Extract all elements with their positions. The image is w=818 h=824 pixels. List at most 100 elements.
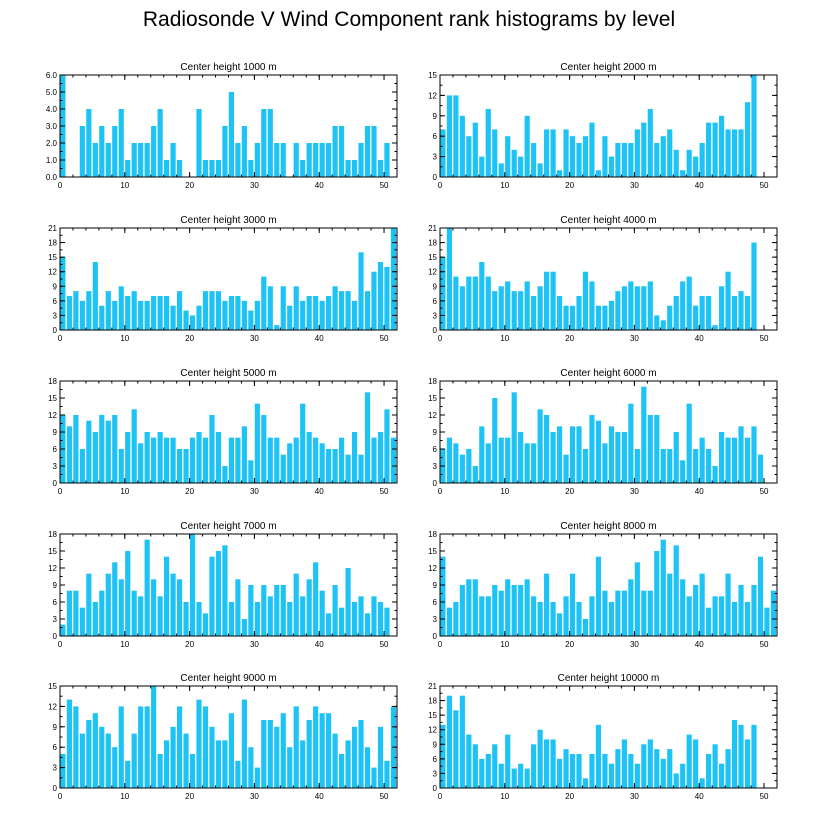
bar xyxy=(86,109,92,177)
x-tick-label: 0 xyxy=(438,640,443,649)
bar xyxy=(712,122,718,177)
bar xyxy=(209,556,215,636)
bar xyxy=(472,122,478,177)
bar xyxy=(731,129,738,177)
y-tick-label: 18 xyxy=(48,377,57,386)
bar xyxy=(261,109,267,177)
bar xyxy=(706,449,712,483)
bar xyxy=(492,744,498,788)
x-tick-label: 10 xyxy=(120,181,129,190)
bar xyxy=(364,392,371,483)
x-tick-label: 40 xyxy=(695,334,704,343)
bar xyxy=(248,160,254,177)
bar xyxy=(615,291,621,330)
bar xyxy=(472,744,478,788)
y-tick-label: 12 xyxy=(48,702,57,711)
bar xyxy=(608,602,614,636)
bar xyxy=(667,305,673,330)
bar xyxy=(99,305,105,330)
bar xyxy=(751,724,757,788)
panel-title: Center height 7000 m xyxy=(180,521,276,532)
y-tick-label: 0.0 xyxy=(46,173,58,182)
bar xyxy=(621,739,627,788)
bar xyxy=(569,305,576,330)
bar xyxy=(151,296,157,330)
bar xyxy=(647,590,653,636)
bar xyxy=(725,129,731,177)
bar xyxy=(261,720,267,788)
bar xyxy=(209,160,215,177)
y-tick-label: 18 xyxy=(428,530,437,539)
bar xyxy=(339,126,345,177)
bar xyxy=(332,449,338,483)
bar xyxy=(293,437,299,483)
bar xyxy=(274,437,280,483)
bar xyxy=(608,300,614,330)
bar xyxy=(183,733,189,788)
x-tick-label: 30 xyxy=(630,487,639,496)
bar xyxy=(531,443,537,483)
x-tick-label: 20 xyxy=(565,792,574,801)
bar xyxy=(589,754,595,788)
y-tick-label: 3 xyxy=(53,311,58,320)
bar xyxy=(176,579,183,636)
y-tick-label: 6 xyxy=(53,598,58,607)
bar xyxy=(602,754,608,788)
bar xyxy=(550,271,556,330)
bar xyxy=(556,613,563,636)
x-tick-label: 50 xyxy=(380,487,389,496)
bar xyxy=(99,126,105,177)
bar xyxy=(261,276,267,330)
x-tick-label: 50 xyxy=(380,334,389,343)
bar xyxy=(621,286,627,330)
bar xyxy=(453,710,459,788)
bar xyxy=(151,126,157,177)
bar xyxy=(472,276,478,330)
bar xyxy=(569,426,576,483)
x-tick-label: 30 xyxy=(250,487,259,496)
y-tick-label: 1.0 xyxy=(46,156,58,165)
bar xyxy=(351,432,358,483)
bar xyxy=(267,596,273,636)
bar xyxy=(79,449,85,483)
bar xyxy=(326,713,332,788)
bar xyxy=(686,403,692,483)
bar xyxy=(440,724,446,788)
bar xyxy=(390,437,397,483)
bar xyxy=(479,262,485,330)
bar xyxy=(254,403,260,483)
bar xyxy=(144,706,150,788)
bar xyxy=(364,747,371,788)
bar xyxy=(157,754,163,788)
x-tick-label: 0 xyxy=(438,792,443,801)
bar xyxy=(144,143,150,177)
x-tick-label: 20 xyxy=(185,640,194,649)
bar xyxy=(440,257,446,330)
bar xyxy=(576,602,582,636)
bar xyxy=(209,726,215,788)
bar xyxy=(550,129,556,177)
bar xyxy=(241,300,247,330)
x-tick-label: 0 xyxy=(438,181,443,190)
bar xyxy=(466,579,472,636)
bar xyxy=(306,720,312,788)
bar xyxy=(254,300,260,330)
y-tick-label: 18 xyxy=(428,697,437,706)
x-tick-label: 0 xyxy=(58,792,63,801)
bar xyxy=(138,143,144,177)
bar xyxy=(157,432,163,483)
bar xyxy=(498,763,504,788)
y-tick-label: 9 xyxy=(53,428,58,437)
bar xyxy=(576,143,582,177)
bar xyxy=(764,607,770,636)
y-tick-label: 12 xyxy=(48,411,57,420)
y-tick-label: 6 xyxy=(433,755,438,764)
x-tick-label: 20 xyxy=(565,181,574,190)
bar xyxy=(563,305,569,330)
bar xyxy=(537,286,543,330)
bar xyxy=(215,160,222,177)
bar xyxy=(248,747,254,788)
y-tick-label: 3 xyxy=(433,153,438,162)
bar xyxy=(518,585,524,636)
bar xyxy=(138,706,144,788)
